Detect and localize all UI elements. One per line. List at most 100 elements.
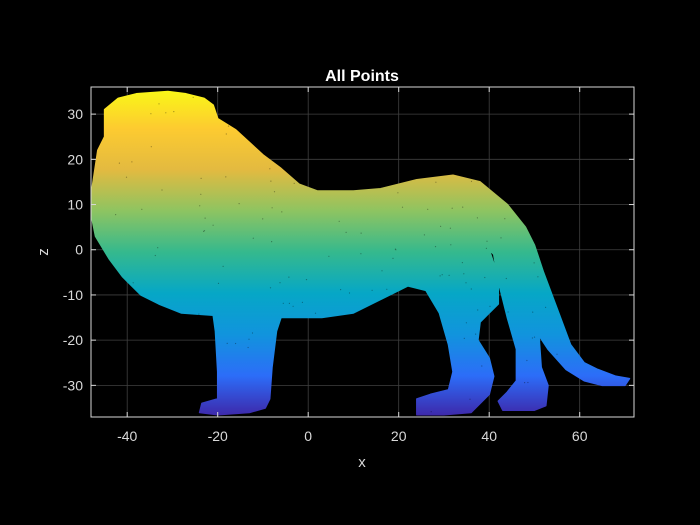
data-point bbox=[500, 237, 502, 239]
y-tick-label: -10 bbox=[63, 287, 83, 303]
data-point bbox=[556, 353, 558, 355]
data-point bbox=[203, 230, 205, 232]
data-point bbox=[469, 398, 471, 400]
x-tick-label: -20 bbox=[208, 428, 228, 444]
y-tick-label: -30 bbox=[63, 377, 83, 393]
data-point bbox=[165, 112, 167, 114]
x-tick-label: 40 bbox=[481, 428, 497, 444]
data-point bbox=[200, 177, 202, 179]
data-point bbox=[158, 103, 160, 105]
data-point bbox=[345, 231, 347, 233]
data-point bbox=[288, 276, 290, 278]
data-point bbox=[465, 282, 467, 284]
data-point bbox=[532, 311, 534, 313]
data-point bbox=[282, 302, 284, 304]
axes-box bbox=[90, 86, 635, 418]
data-point bbox=[371, 289, 373, 291]
data-point bbox=[504, 218, 506, 220]
data-point bbox=[435, 181, 437, 183]
data-point bbox=[526, 359, 528, 362]
data-point bbox=[533, 262, 535, 264]
data-point bbox=[348, 292, 351, 294]
data-point bbox=[251, 332, 254, 334]
data-point bbox=[401, 206, 404, 208]
x-tick-label: 60 bbox=[572, 428, 588, 444]
data-point bbox=[392, 257, 394, 259]
data-point bbox=[173, 111, 175, 113]
tick-marks bbox=[91, 87, 634, 417]
y-tick-labels: 30 20 10 0 -10 -20 -30 bbox=[63, 106, 83, 393]
data-point bbox=[131, 161, 133, 163]
data-point bbox=[269, 287, 272, 289]
data-point bbox=[273, 191, 276, 193]
data-point bbox=[545, 306, 547, 308]
y-tick-label: 10 bbox=[67, 197, 83, 213]
data-point bbox=[531, 337, 534, 339]
data-point bbox=[118, 162, 120, 164]
data-point bbox=[397, 192, 399, 194]
data-point bbox=[279, 282, 281, 284]
data-point bbox=[507, 311, 509, 313]
data-point bbox=[288, 302, 290, 304]
data-point bbox=[271, 241, 273, 243]
data-point bbox=[338, 220, 340, 222]
data-point bbox=[430, 411, 432, 413]
data-point bbox=[505, 277, 507, 280]
data-point bbox=[281, 211, 283, 213]
x-tick-label: 20 bbox=[391, 428, 407, 444]
y-tick-label: -20 bbox=[63, 332, 83, 348]
data-point bbox=[226, 342, 228, 344]
data-point bbox=[485, 247, 487, 249]
data-point bbox=[441, 274, 443, 276]
x-tick-label: 0 bbox=[304, 428, 312, 444]
x-axis-label: x bbox=[358, 454, 366, 471]
y-tick-label: 30 bbox=[67, 106, 83, 122]
data-point bbox=[527, 381, 529, 384]
data-point bbox=[423, 234, 425, 236]
data-layer bbox=[91, 90, 631, 416]
data-point bbox=[198, 313, 200, 315]
data-point bbox=[386, 288, 388, 290]
data-point bbox=[150, 146, 152, 148]
y-tick-label: 0 bbox=[75, 242, 83, 258]
data-point bbox=[481, 365, 483, 367]
data-point bbox=[301, 301, 303, 303]
data-point bbox=[394, 248, 396, 250]
chart-title: All Points bbox=[325, 68, 399, 85]
data-point bbox=[360, 253, 362, 255]
data-point bbox=[360, 232, 362, 234]
data-point bbox=[450, 244, 452, 246]
data-point bbox=[125, 176, 128, 178]
y-tick-label: 20 bbox=[67, 151, 83, 167]
data-point bbox=[476, 217, 478, 219]
data-point bbox=[381, 270, 383, 272]
data-point bbox=[248, 338, 250, 340]
data-point bbox=[222, 265, 224, 267]
data-point bbox=[269, 168, 271, 170]
data-point bbox=[238, 203, 240, 205]
data-point bbox=[217, 282, 220, 284]
data-point bbox=[292, 305, 294, 307]
data-point bbox=[484, 276, 486, 279]
data-point bbox=[235, 342, 237, 345]
data-point bbox=[271, 207, 273, 209]
data-point bbox=[132, 282, 134, 284]
data-point bbox=[314, 312, 317, 314]
data-point bbox=[161, 189, 163, 191]
data-point bbox=[115, 214, 117, 216]
data-point bbox=[154, 254, 156, 257]
data-point bbox=[247, 346, 249, 349]
data-point bbox=[440, 225, 442, 227]
data-point bbox=[475, 333, 477, 335]
data-point bbox=[141, 208, 143, 210]
x-tick-label: -40 bbox=[117, 428, 137, 444]
data-point bbox=[465, 322, 467, 324]
data-point bbox=[340, 289, 342, 291]
data-point bbox=[461, 262, 463, 264]
data-point bbox=[150, 113, 152, 115]
data-point bbox=[533, 336, 536, 338]
data-point bbox=[434, 246, 437, 248]
data-point bbox=[293, 182, 295, 184]
data-point bbox=[486, 240, 488, 242]
